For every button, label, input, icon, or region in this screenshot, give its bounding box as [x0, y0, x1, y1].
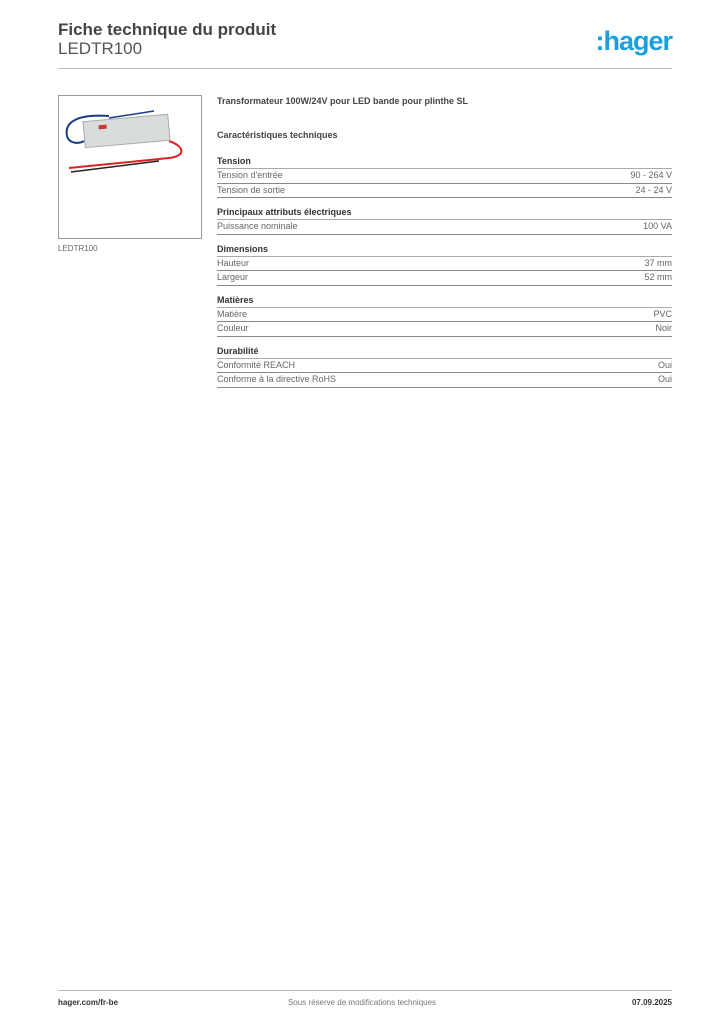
spec-label: Puissance nominale [217, 221, 298, 231]
page-title: Fiche technique du produit [58, 20, 277, 39]
spec-row: Matière PVC [217, 308, 672, 322]
spec-label: Tension d'entrée [217, 170, 283, 180]
spec-label: Conforme à la directive RoHS [217, 374, 337, 384]
spec-row: Couleur Noir [217, 322, 672, 337]
section-title: Matières [217, 295, 672, 308]
spec-row: Largeur 52 mm [217, 271, 672, 286]
spec-label: Matière [217, 308, 248, 319]
spec-row: Conformité REACH Oui [217, 359, 672, 373]
product-reference: LEDTR100 [58, 39, 143, 58]
section-title: Tension [217, 156, 672, 169]
spec-row: Conforme à la directive RoHS Oui [217, 373, 672, 388]
spec-value: 90 - 264 V [630, 170, 672, 180]
section-title: Principaux attributs électriques [217, 207, 672, 220]
image-caption: LEDTR100 [58, 244, 98, 253]
spec-value: 37 mm [644, 257, 672, 268]
section-title: Dimensions [217, 244, 672, 257]
spec-value: Noir [655, 323, 672, 333]
header-divider [58, 68, 672, 69]
characteristics-title: Caractéristiques techniques [217, 130, 338, 140]
footer-website[interactable]: hager.com/fr-be [58, 998, 119, 1007]
spec-value: Oui [657, 374, 672, 384]
spec-row: Puissance nominale 100 VA [217, 220, 672, 235]
spec-row: Tension d'entrée 90 - 264 V [217, 169, 672, 184]
spec-value: Oui [657, 359, 672, 370]
spec-value: 24 - 24 V [635, 184, 672, 195]
footer-disclaimer: Sous réserve de modifications techniques [287, 998, 437, 1007]
spec-row: Tension de sortie 24 - 24 V [217, 184, 672, 198]
section-title: Durabilité [217, 346, 672, 359]
spec-content: Transformateur 100W/24V pour LED bande p… [217, 96, 672, 388]
spec-label: Largeur [217, 272, 249, 282]
spec-label: Couleur [217, 323, 249, 333]
hager-logo: :hager [595, 26, 673, 56]
spec-label: Tension de sortie [217, 184, 286, 195]
spec-value: 52 mm [644, 272, 672, 282]
product-image [58, 95, 202, 239]
spec-label: Conformité REACH [217, 359, 296, 370]
footer-date: 07.09.2025 [631, 998, 672, 1007]
footer-divider [58, 990, 672, 991]
product-description: Transformateur 100W/24V pour LED bande p… [217, 96, 469, 106]
spec-row: Hauteur 37 mm [217, 257, 672, 271]
spec-value: PVC [653, 308, 672, 319]
spec-value: 100 VA [643, 221, 672, 231]
spec-label: Hauteur [217, 257, 250, 268]
